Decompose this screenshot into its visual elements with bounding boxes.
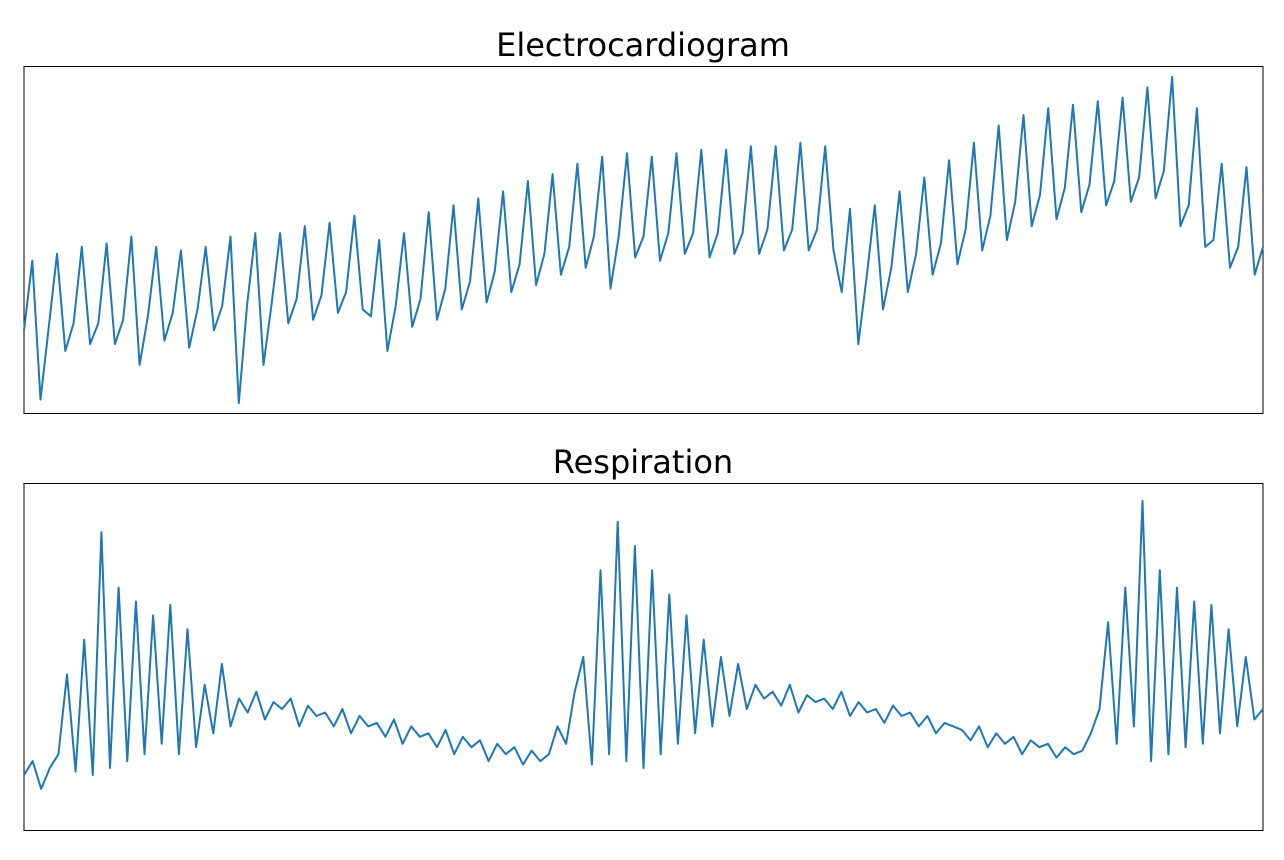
signal-line: [23, 75, 1264, 405]
signal-line: [23, 499, 1264, 790]
plot-frame: [23, 483, 1264, 831]
chart-title: Electrocardiogram: [496, 26, 790, 64]
chart-title: Respiration: [553, 443, 733, 481]
plot-frame: [23, 66, 1264, 414]
